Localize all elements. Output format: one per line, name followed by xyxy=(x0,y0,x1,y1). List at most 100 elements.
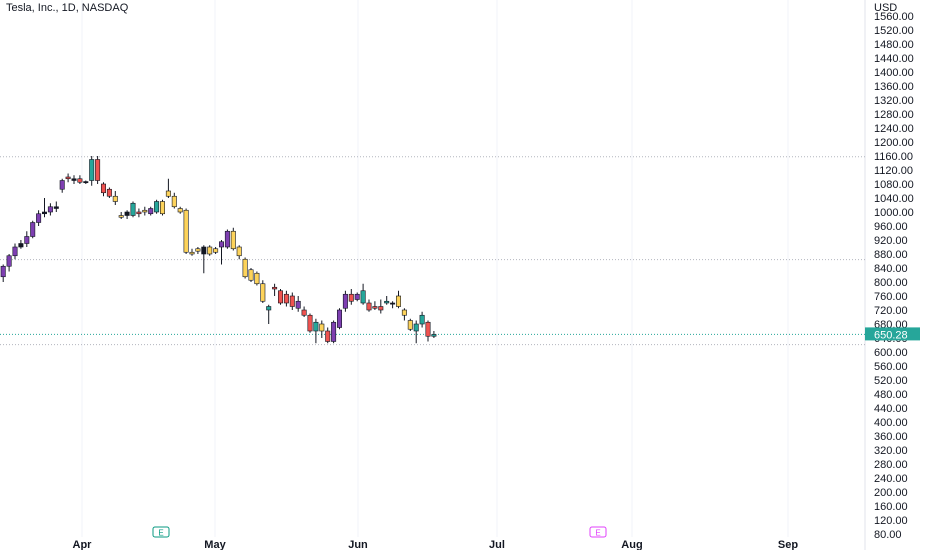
y-tick-label: 1440.00 xyxy=(874,53,914,65)
candle xyxy=(177,206,183,214)
candle xyxy=(30,220,36,239)
candle-body xyxy=(366,302,372,311)
candle-body xyxy=(53,206,59,209)
y-tick-label: 120.00 xyxy=(874,515,908,527)
candle-body xyxy=(59,180,65,190)
candle xyxy=(71,175,77,184)
candle-body xyxy=(195,248,201,252)
candle xyxy=(336,308,342,330)
candle xyxy=(148,206,154,216)
candle xyxy=(425,320,431,342)
event-marker-label: E xyxy=(158,529,163,538)
candle-body xyxy=(112,195,118,202)
candle-body xyxy=(130,202,136,216)
candle xyxy=(195,247,201,254)
candle-body xyxy=(207,246,213,255)
candle-body xyxy=(136,211,142,215)
candle xyxy=(36,210,42,226)
candle-body xyxy=(213,248,219,253)
candle-body xyxy=(401,309,407,316)
candle xyxy=(201,245,207,274)
candle-body xyxy=(177,208,183,213)
candle xyxy=(354,292,360,302)
candle xyxy=(219,240,225,265)
candle-body xyxy=(41,211,47,215)
candle-body xyxy=(71,178,77,181)
candle-body xyxy=(242,258,248,278)
chart-title: Tesla, Inc., 1D, NASDAQ xyxy=(6,2,129,14)
candle-body xyxy=(313,321,319,332)
event-marker-label: E xyxy=(595,529,600,538)
candle-body xyxy=(47,206,53,213)
candle xyxy=(77,175,83,184)
candle-body xyxy=(183,209,189,253)
x-tick-label: Jun xyxy=(348,539,368,550)
y-tick-label: 760.00 xyxy=(874,291,908,303)
candle xyxy=(65,173,71,183)
candle xyxy=(395,290,401,309)
candle-body xyxy=(360,290,366,304)
y-tick-label: 1480.00 xyxy=(874,39,914,51)
candle-body xyxy=(77,178,83,183)
candle xyxy=(248,268,254,282)
candle-body xyxy=(142,209,148,213)
candle xyxy=(171,192,177,209)
candle xyxy=(283,290,289,307)
candle xyxy=(407,318,413,331)
candle-body xyxy=(171,195,177,208)
price-axis[interactable]: 1560.00 1520.00 1480.00 1440.00 1400.00 1360.… xyxy=(874,11,914,541)
y-tick-label: 1240.00 xyxy=(874,123,914,135)
candle-body xyxy=(354,293,360,300)
y-tick-label: 840.00 xyxy=(874,263,908,275)
candle-body xyxy=(230,230,236,250)
candle xyxy=(342,290,348,312)
candle-body xyxy=(277,290,283,304)
candle-body xyxy=(336,309,342,328)
y-tick-label: 1320.00 xyxy=(874,95,914,107)
candle xyxy=(142,206,148,216)
y-tick-label: 1560.00 xyxy=(874,11,914,23)
candle-body xyxy=(301,309,307,316)
candle-body xyxy=(260,283,266,302)
candle-body xyxy=(384,300,390,304)
candle-body xyxy=(236,246,242,257)
candle xyxy=(95,156,101,184)
time-axis[interactable]: Apr May Jun Jul Aug Sep xyxy=(73,539,799,550)
candle-body xyxy=(89,159,95,181)
grid xyxy=(81,0,866,550)
candle xyxy=(401,308,407,321)
candle-body xyxy=(331,321,337,342)
candle-body xyxy=(283,293,289,304)
x-tick-label: Jul xyxy=(489,539,505,550)
candle xyxy=(307,313,313,333)
candle xyxy=(230,227,236,251)
candle xyxy=(154,199,160,214)
candle xyxy=(183,208,189,254)
y-tick-label: 1080.00 xyxy=(874,179,914,191)
candle xyxy=(236,245,242,260)
candle-body xyxy=(378,306,384,311)
candle xyxy=(160,199,166,216)
x-tick-label: Sep xyxy=(778,539,798,550)
earnings-event-marker[interactable]: E xyxy=(589,526,607,538)
candle xyxy=(266,304,272,324)
candle-body xyxy=(124,211,130,216)
candle-body xyxy=(65,176,71,180)
candle xyxy=(112,191,118,205)
candle xyxy=(242,257,248,279)
event-marker-box xyxy=(152,526,170,538)
candle-body xyxy=(266,306,272,311)
y-tick-label: 1040.00 xyxy=(874,193,914,205)
candle-body xyxy=(419,314,425,325)
candle xyxy=(106,187,112,198)
earnings-event-marker[interactable]: E xyxy=(152,526,170,538)
y-tick-label: 80.00 xyxy=(874,529,902,541)
candle xyxy=(207,245,213,256)
y-tick-label: 800.00 xyxy=(874,277,908,289)
candle-body xyxy=(154,201,160,213)
y-tick-label: 160.00 xyxy=(874,501,908,513)
y-tick-label: 320.00 xyxy=(874,445,908,457)
y-tick-label: 920.00 xyxy=(874,235,908,247)
